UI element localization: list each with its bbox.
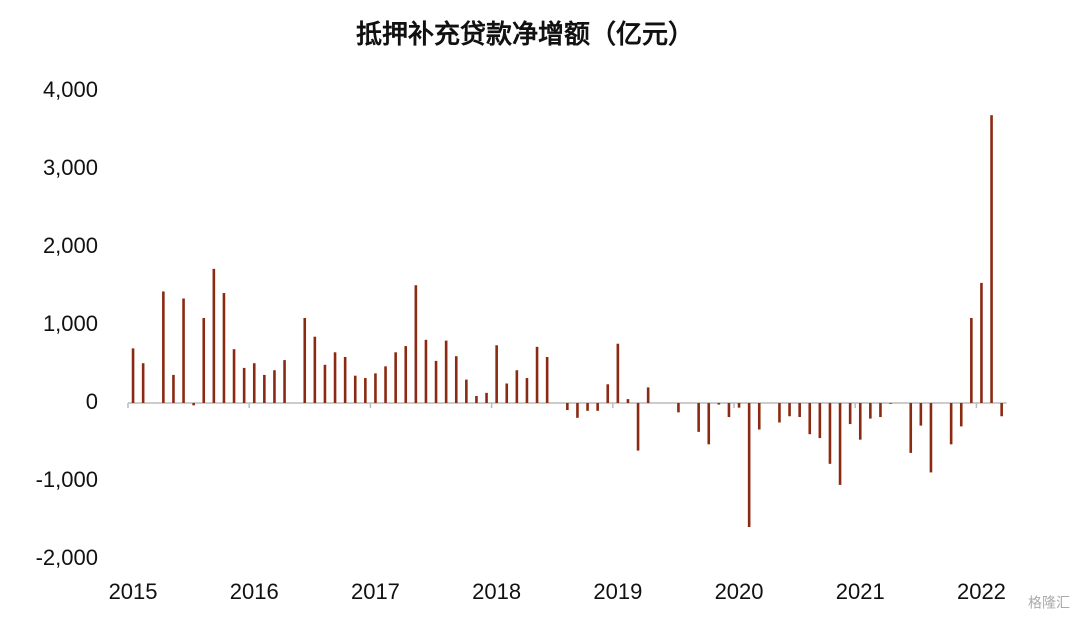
bar: [182, 298, 185, 403]
bar: [838, 403, 842, 485]
bar: [828, 403, 832, 464]
bar: [475, 395, 478, 403]
bar: [747, 403, 751, 528]
bar: [333, 352, 337, 403]
bar: [980, 282, 983, 403]
bar: [919, 403, 923, 426]
bar: [283, 360, 286, 403]
x-tick-label: 2015: [109, 579, 158, 604]
bar: [374, 373, 377, 403]
bar: [364, 378, 367, 403]
bar: [212, 268, 216, 403]
bar: [192, 403, 195, 406]
bar: [737, 403, 741, 408]
bar: [454, 356, 458, 403]
bar: [788, 403, 791, 417]
bar: [434, 360, 438, 403]
chart-title: 抵押补充贷款净增额（亿元）: [356, 19, 694, 49]
x-tick-label: 2021: [836, 579, 885, 604]
bar: [566, 403, 569, 411]
bar: [697, 403, 700, 432]
bar: [949, 403, 953, 445]
bar: [394, 352, 397, 403]
bar: [384, 366, 387, 403]
bar: [869, 403, 872, 419]
bar: [646, 387, 650, 403]
bar: [263, 374, 266, 403]
bar: [808, 403, 812, 435]
bar: [465, 379, 468, 403]
y-tick-label: 2,000: [43, 233, 98, 258]
bar: [515, 370, 519, 403]
x-tick-label: 2017: [351, 579, 400, 604]
bar: [485, 392, 488, 403]
bar: [586, 403, 589, 411]
bar: [576, 403, 579, 418]
bar: [879, 403, 882, 418]
bar: [959, 403, 963, 427]
bar: [626, 399, 630, 403]
bar: [313, 336, 317, 403]
x-tick-label: 2019: [593, 579, 642, 604]
bar: [162, 291, 165, 403]
bar: [303, 317, 307, 403]
bar: [889, 403, 892, 404]
bar: [525, 378, 529, 403]
bar: [141, 363, 145, 403]
bar: [232, 349, 236, 403]
bar: [172, 374, 175, 403]
y-tick-label: 1,000: [43, 311, 98, 336]
bar: [202, 317, 206, 403]
bar: [323, 364, 327, 403]
bar: [707, 403, 711, 445]
y-tick-label: -1,000: [36, 467, 98, 492]
x-tick-label: 2018: [472, 579, 521, 604]
bar: [727, 403, 731, 418]
bar: [414, 285, 418, 403]
bar: [798, 403, 801, 418]
bar: [757, 403, 761, 430]
bar: [424, 339, 428, 403]
bar: [970, 317, 973, 403]
bar: [858, 403, 862, 440]
bar: [848, 403, 852, 425]
bar: [545, 356, 549, 403]
y-tick-label: -2,000: [36, 545, 98, 570]
bar: [818, 403, 822, 439]
bar: [596, 403, 599, 411]
y-tick-label: 4,000: [43, 77, 98, 102]
bar: [616, 343, 620, 403]
bar: [495, 345, 498, 403]
bar: [677, 403, 680, 413]
bar: [929, 403, 933, 473]
x-tick-label: 2016: [230, 579, 279, 604]
bar: [1000, 403, 1003, 417]
bar: [343, 356, 347, 403]
bar: [222, 293, 226, 403]
bar: [990, 115, 993, 404]
bar: [606, 384, 610, 403]
bar: [353, 375, 357, 403]
bar: [778, 403, 781, 423]
bar: [252, 363, 256, 403]
bar: [404, 346, 408, 403]
bar: [909, 403, 913, 453]
bar: [273, 370, 276, 403]
bar: [505, 383, 509, 403]
x-tick-label: 2022: [957, 579, 1006, 604]
bar: [717, 403, 721, 405]
bar: [535, 346, 539, 403]
bar: [444, 340, 448, 403]
bar: [242, 367, 246, 403]
x-tick-label: 2020: [715, 579, 764, 604]
bar: [131, 348, 135, 403]
bar: [636, 403, 640, 451]
watermark: 格隆汇: [1028, 595, 1070, 611]
y-tick-label: 0: [86, 389, 98, 414]
y-tick-label: 3,000: [43, 155, 98, 180]
